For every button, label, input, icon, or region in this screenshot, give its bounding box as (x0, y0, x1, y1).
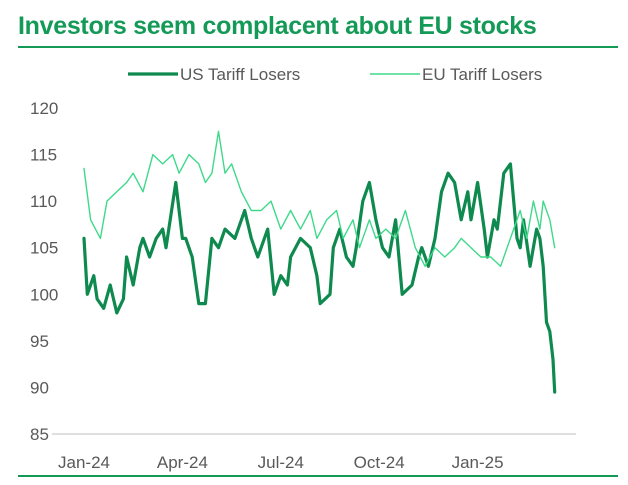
y-axis: 120 115 110 105 100 95 90 85 (30, 99, 58, 444)
footer-rule (18, 475, 618, 477)
y-tick-label: 105 (30, 239, 58, 258)
series-line-us-tariff-losers (82, 162, 557, 394)
y-tick-label: 100 (30, 285, 58, 304)
legend-label: EU Tariff Losers (422, 65, 542, 84)
x-tick-label: Apr-24 (157, 453, 208, 472)
chart-title: Investors seem complacent about EU stock… (18, 12, 537, 40)
title-rule (18, 46, 618, 48)
x-tick-label: Jan-24 (58, 453, 110, 472)
legend-label: US Tariff Losers (180, 65, 300, 84)
y-tick-label: 110 (30, 192, 57, 211)
y-tick-label: 115 (30, 146, 57, 165)
y-tick-label: 85 (30, 425, 49, 444)
legend: US Tariff Losers EU Tariff Losers (128, 65, 542, 84)
x-tick-label: Jan-25 (452, 453, 504, 472)
series-line-eu-tariff-losers (83, 130, 556, 267)
series-group (82, 130, 557, 394)
y-tick-label: 90 (30, 378, 49, 397)
y-tick-label: 120 (30, 99, 58, 118)
x-tick-label: Jul-24 (258, 453, 304, 472)
x-tick-label: Oct-24 (354, 453, 405, 472)
y-tick-label: 95 (30, 332, 49, 351)
x-axis: Jan-24 Apr-24 Jul-24 Oct-24 Jan-25 (52, 433, 576, 472)
